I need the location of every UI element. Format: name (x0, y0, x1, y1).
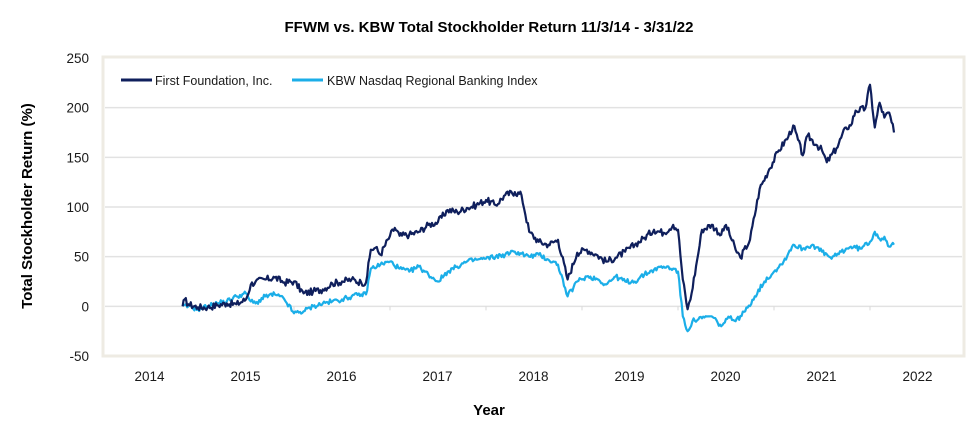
x-tick-label: 2015 (230, 369, 260, 384)
legend-label-kbw: KBW Nasdaq Regional Banking Index (327, 74, 538, 88)
x-tick-label: 2020 (710, 369, 740, 384)
x-axis-title: Year (473, 402, 505, 419)
x-tick-label: 2021 (806, 369, 836, 384)
legend: First Foundation, Inc. KBW Nasdaq Region… (121, 74, 538, 88)
y-tick-label: -50 (69, 349, 89, 364)
x-tick-label: 2014 (134, 369, 165, 384)
y-tick-label: 0 (81, 299, 89, 314)
gridlines (105, 106, 962, 311)
x-tick-label: 2022 (902, 369, 932, 384)
x-tick-label: 2018 (518, 369, 548, 384)
y-tick-label: 200 (66, 101, 89, 116)
y-tick-label: 150 (66, 150, 89, 165)
x-tick-label: 2019 (614, 369, 644, 384)
y-tick-label: 50 (74, 250, 89, 265)
y-tick-label: 250 (66, 51, 89, 66)
series-line-ffwm (181, 83, 896, 312)
x-tick-label: 2017 (422, 369, 452, 384)
y-axis-title: Total Stockholder Return (%) (19, 103, 36, 309)
series-line-kbw (181, 230, 895, 333)
chart-title: FFWM vs. KBW Total Stockholder Return 11… (285, 19, 694, 36)
x-tick-label: 2016 (326, 369, 356, 384)
x-axis-ticks: 2014 2015 2016 2017 2018 2019 2020 2021 2022 (134, 369, 932, 384)
series-lines (181, 83, 896, 333)
legend-label-ffwm: First Foundation, Inc. (155, 74, 272, 88)
y-tick-label: 100 (66, 200, 89, 215)
y-axis-ticks: 250 200 150 100 50 0 -50 (66, 51, 89, 364)
